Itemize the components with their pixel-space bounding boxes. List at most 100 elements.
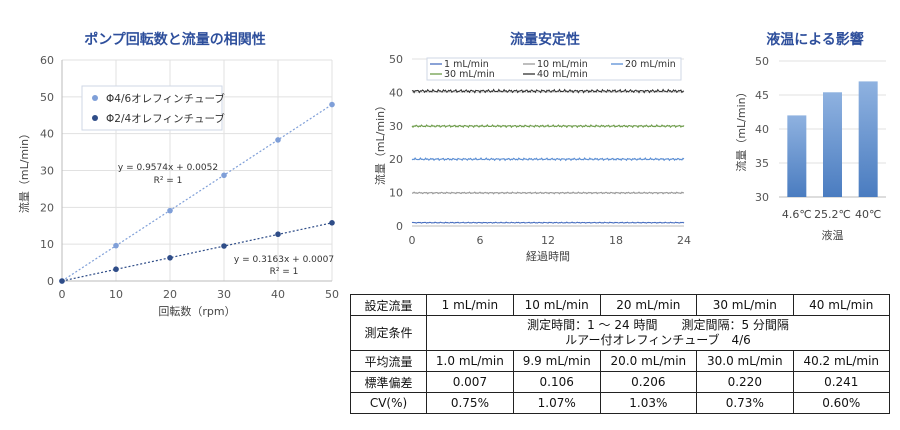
y-tick-label: 30 xyxy=(755,191,769,204)
x-axis-label: 経過時間 xyxy=(526,250,570,263)
data-point xyxy=(329,101,335,108)
table-cell: 0.106 xyxy=(512,371,601,393)
table-cell: 0.75% xyxy=(426,392,514,414)
y-tick-label: 10 xyxy=(389,187,403,200)
data-point xyxy=(167,207,173,214)
condition-line: 測定時間：1 ～ 24 時間 測定間隔：5 分間隔 xyxy=(527,318,789,332)
data-point xyxy=(59,278,65,284)
spec-table: 設定流量 1 mL/min 10 mL/min 20 mL/min 30 mL/… xyxy=(350,294,890,414)
data-point xyxy=(167,254,173,261)
y-tick-label: 35 xyxy=(755,157,769,170)
bar xyxy=(858,81,878,197)
legend-label: 1 mL/min xyxy=(444,59,489,70)
table-cell: CV(%) xyxy=(350,392,427,414)
table-row: CV(%) 0.75% 1.07% 1.03% 0.73% 0.60% xyxy=(350,392,890,414)
y-tick-label: 50 xyxy=(40,91,54,104)
equation-label: y = 0.9574x + 0.0052 xyxy=(118,163,218,173)
x-tick-label: 0 xyxy=(59,288,66,301)
table-cell: 20 mL/min xyxy=(599,294,698,316)
condition-cell: 測定時間：1 ～ 24 時間 測定間隔：5 分間隔 ルアー付オレフィンチューブ … xyxy=(426,315,890,351)
table-cell: 1.03% xyxy=(599,392,698,414)
legend-marker xyxy=(92,95,98,101)
chart3-title: 液温による影響 xyxy=(766,32,864,48)
y-tick-label: 0 xyxy=(396,220,403,233)
legend-label: Φ2/4オレフィンチューブ xyxy=(106,112,225,125)
table-cell: 0.241 xyxy=(792,371,890,393)
series-line xyxy=(411,157,685,162)
y-axis-label: 流量（mL/min） xyxy=(734,86,748,171)
x-tick-label: 40℃ xyxy=(855,208,881,221)
bar xyxy=(787,115,807,197)
table-cell: 40.2 mL/min xyxy=(792,350,890,372)
y-tick-label: 0 xyxy=(47,275,54,288)
r2-label: R² = 1 xyxy=(270,267,299,277)
table-condition-row: 測定条件 測定時間：1 ～ 24 時間 測定間隔：5 分間隔 ルアー付オレフィン… xyxy=(350,315,890,351)
chart1-title: ポンプ回転数と流量の相関性 xyxy=(84,32,266,48)
data-point xyxy=(113,242,119,249)
y-tick-label: 20 xyxy=(389,153,403,166)
x-tick-label: 0 xyxy=(409,234,416,247)
table-cell: 30 mL/min xyxy=(696,294,794,316)
y-tick-label: 40 xyxy=(755,123,769,136)
y-tick-label: 30 xyxy=(389,120,403,133)
legend-label: 30 mL/min xyxy=(444,69,495,80)
y-axis-label: 流量（mL/min） xyxy=(17,128,31,213)
x-tick-label: 24 xyxy=(677,234,691,247)
chart2-title: 流量安定性 xyxy=(510,32,580,48)
series-line xyxy=(411,124,685,129)
x-tick-label: 30 xyxy=(217,288,231,301)
table-cell: 40 mL/min xyxy=(792,294,890,316)
table-cell: 平均流量 xyxy=(350,350,427,372)
table-header-row: 設定流量 1 mL/min 10 mL/min 20 mL/min 30 mL/… xyxy=(350,294,890,316)
legend-label: Φ4/6オレフィンチューブ xyxy=(106,92,225,105)
data-point xyxy=(221,172,227,179)
table-cell: 20.0 mL/min xyxy=(599,350,698,372)
x-tick-label: 4.6℃ xyxy=(782,208,812,221)
table-cell: 10 mL/min xyxy=(512,294,601,316)
condition-line: ルアー付オレフィンチューブ 4/6 xyxy=(565,333,751,347)
x-tick-label: 50 xyxy=(325,288,339,301)
y-tick-label: 60 xyxy=(40,54,54,67)
legend-marker xyxy=(92,115,98,121)
r2-label: R² = 1 xyxy=(154,176,183,186)
table-cell: 1.0 mL/min xyxy=(426,350,514,372)
y-tick-label: 45 xyxy=(755,89,769,102)
table-cell: 30.0 mL/min xyxy=(696,350,794,372)
legend-box xyxy=(81,85,223,131)
data-point xyxy=(113,266,119,273)
data-point xyxy=(275,231,281,238)
x-tick-label: 6 xyxy=(477,234,484,247)
table-cell: 0.007 xyxy=(426,371,514,393)
series-line xyxy=(411,88,685,94)
data-point xyxy=(275,137,281,143)
table-row: 平均流量 1.0 mL/min 9.9 mL/min 20.0 mL/min 3… xyxy=(350,350,890,372)
y-tick-label: 30 xyxy=(40,165,54,178)
data-point xyxy=(59,278,65,284)
legend-label: 40 mL/min xyxy=(537,69,588,80)
legend-label: 20 mL/min xyxy=(625,59,676,70)
y-tick-label: 50 xyxy=(755,55,769,68)
y-axis-label: 流量（mL/min） xyxy=(373,100,387,185)
equation-label: y = 0.3163x + 0.0007 xyxy=(234,255,334,265)
table-cell: 1 mL/min xyxy=(426,294,514,316)
x-tick-label: 25.2℃ xyxy=(814,208,851,221)
y-tick-label: 50 xyxy=(389,53,403,66)
table-cell: 0.60% xyxy=(792,392,890,414)
table-cell: 1.07% xyxy=(512,392,601,414)
x-axis-label: 回転数（rpm） xyxy=(158,305,235,318)
series-line xyxy=(411,221,685,224)
bar xyxy=(823,92,842,197)
table-row: 標準偏差 0.007 0.106 0.206 0.220 0.241 xyxy=(350,371,890,393)
y-tick-label: 20 xyxy=(40,201,54,214)
table-cell: 0.206 xyxy=(599,371,698,393)
x-tick-label: 20 xyxy=(163,288,177,301)
table-cell: 0.220 xyxy=(696,371,794,393)
table-cell: 0.73% xyxy=(696,392,794,414)
series-line xyxy=(411,191,685,195)
x-tick-label: 40 xyxy=(271,288,285,301)
data-point xyxy=(329,220,335,226)
x-axis-label: 液温 xyxy=(822,228,844,242)
legend-label: 10 mL/min xyxy=(537,59,588,70)
x-tick-label: 10 xyxy=(109,288,123,301)
y-tick-label: 10 xyxy=(40,238,54,251)
